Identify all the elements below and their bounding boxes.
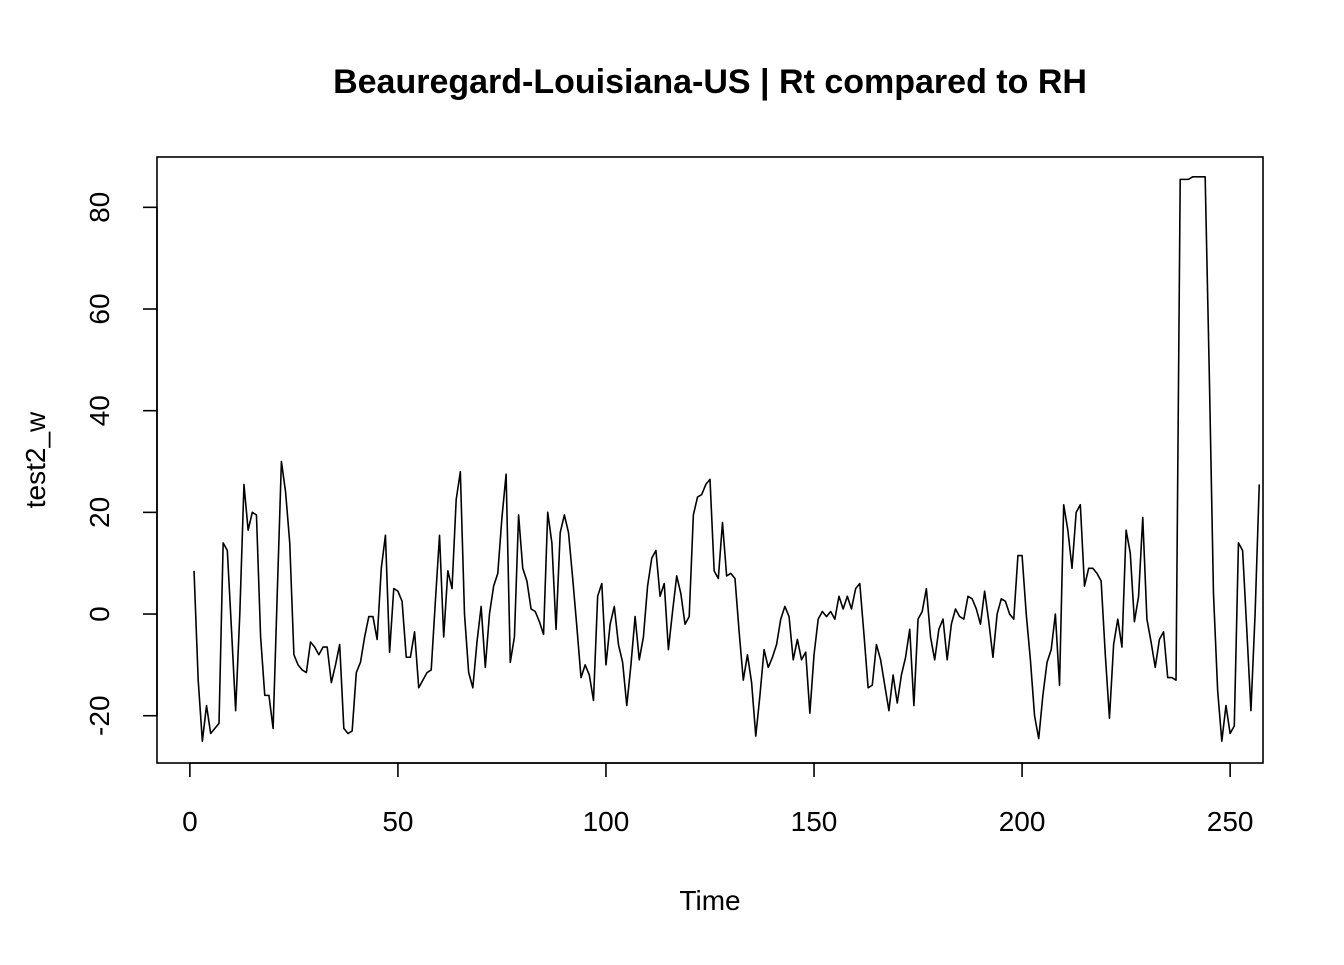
x-tick-label: 100 bbox=[583, 806, 630, 837]
y-tick-label: 20 bbox=[84, 497, 115, 528]
plot-frame bbox=[156, 156, 1264, 764]
x-tick-label: 150 bbox=[791, 806, 838, 837]
y-tick-label: 0 bbox=[84, 606, 115, 622]
y-axis: -20 0 20 40 60 80 bbox=[84, 192, 158, 736]
x-tick-label: 250 bbox=[1207, 806, 1254, 837]
x-axis-label: Time bbox=[679, 885, 740, 916]
y-tick-label: -20 bbox=[84, 695, 115, 735]
series-layer bbox=[193, 176, 1261, 742]
x-axis: 0 50 100 150 200 250 bbox=[182, 762, 1254, 837]
y-axis-label: test2_w bbox=[20, 411, 51, 508]
x-tick-label: 200 bbox=[999, 806, 1046, 837]
x-tick-label: 0 bbox=[182, 806, 198, 837]
x-tick-label: 50 bbox=[382, 806, 413, 837]
series-line-0 bbox=[193, 176, 1261, 742]
y-tick-label: 40 bbox=[84, 395, 115, 426]
chart-title: Beauregard-Louisiana-US | Rt compared to… bbox=[333, 63, 1087, 101]
y-tick-label: 80 bbox=[84, 192, 115, 223]
y-tick-label: 60 bbox=[84, 293, 115, 324]
